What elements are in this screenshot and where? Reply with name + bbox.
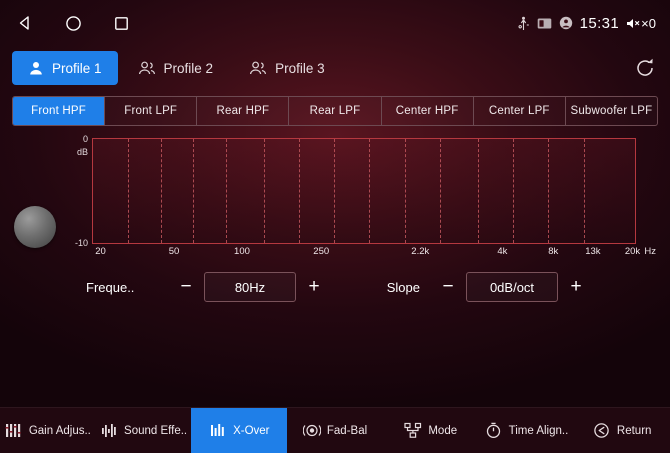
xover-icon <box>209 422 227 440</box>
recents-square-icon[interactable] <box>110 12 132 34</box>
nav-return[interactable]: Return <box>574 408 670 453</box>
tab-rear-hpf[interactable]: Rear HPF <box>197 97 290 125</box>
tab-front-hpf[interactable]: Front HPF <box>13 97 106 125</box>
nav-mode[interactable]: Mode <box>383 408 479 453</box>
tab-subwoofer-lpf[interactable]: Subwoofer LPF <box>570 105 653 117</box>
frequency-value[interactable]: 80Hz <box>204 272 296 302</box>
nav-fad-bal-label: Fad-Bal <box>326 424 368 437</box>
x-axis-unit-label: Hz <box>644 246 656 257</box>
frequency-decrement-button[interactable]: − <box>180 276 192 297</box>
graph-gridline <box>160 139 162 243</box>
mode-icon <box>404 422 422 440</box>
x-axis-tick-label: 8k <box>548 246 559 257</box>
status-indicators: 15:31 ×0 <box>517 15 656 32</box>
nav-x-over-label: X-Over <box>233 424 270 437</box>
slope-increment-button[interactable]: + <box>570 276 582 297</box>
graph-gridline <box>128 139 130 243</box>
slope-decrement-button[interactable]: − <box>442 276 454 297</box>
home-circle-icon[interactable] <box>62 12 84 34</box>
volume-value: ×0 <box>641 15 656 31</box>
graph-gridline <box>193 139 195 243</box>
usb-icon <box>517 16 530 31</box>
fader-balance-icon <box>302 422 321 440</box>
slope-control: Slope − 0dB/oct + <box>387 272 590 302</box>
tab-rear-lpf[interactable]: Rear LPF <box>289 97 382 125</box>
crossover-graph-area: 0 dB -10 20k 13k 8k 4k 2.2k 250 100 50 20 Hz <box>12 134 658 260</box>
x-axis-tick-label: 4k <box>497 246 508 257</box>
profile-tab-1-label: Profile 1 <box>52 60 102 76</box>
nav-return-label: Return <box>616 424 652 437</box>
x-axis-tick-label: 250 <box>313 246 330 257</box>
graph-x-axis: 20k 13k 8k 4k 2.2k 250 100 50 20 Hz <box>92 246 658 260</box>
users-icon <box>249 60 267 76</box>
y-axis-top-label: 0 <box>82 134 88 144</box>
graph-gridline <box>439 139 441 243</box>
x-axis-tick-label: 50 <box>168 246 180 257</box>
graph-y-axis: 0 dB -10 <box>64 134 90 248</box>
equalizer-icon <box>100 422 118 440</box>
graph-gridline <box>548 139 550 243</box>
graph-gridline <box>404 139 406 243</box>
graph-gridline <box>513 139 515 243</box>
system-nav-buttons <box>14 12 132 34</box>
frequency-control: Freque.. − 80Hz + <box>86 272 328 302</box>
nav-sound-effect-label: Sound Effe.. <box>124 424 188 437</box>
frequency-label: Freque.. <box>86 279 135 295</box>
x-axis-tick-label: 2.2k <box>411 246 430 257</box>
x-axis-tick-label: 13k <box>585 246 601 257</box>
stopwatch-icon <box>485 422 503 440</box>
crossover-filter-tabs: Front HPF Front LPF Rear HPF Rear LPF Ce… <box>12 96 658 126</box>
profile-tab-bar: Profile 1 Profile 2 Profile 3 <box>0 46 670 90</box>
graph-gridline <box>298 139 300 243</box>
nav-mode-label: Mode <box>428 424 458 437</box>
tab-center-hpf[interactable]: Center HPF <box>382 97 474 125</box>
nav-sound-effect[interactable]: Sound Effe.. <box>96 408 192 453</box>
graph-gridline <box>583 139 585 243</box>
nav-time-align-label: Time Align.. <box>508 424 569 437</box>
status-bar: 15:31 ×0 <box>0 0 670 46</box>
graph-gridline <box>369 139 371 243</box>
x-axis-tick-label: 20k <box>624 246 641 257</box>
profile-tab-3-label: Profile 3 <box>275 60 325 76</box>
user-icon <box>28 60 44 76</box>
users-icon <box>138 60 156 76</box>
x-axis-tick-label: 100 <box>234 246 250 257</box>
nav-gain-adjust-label: Gain Adjus.. <box>28 424 91 437</box>
slope-value[interactable]: 0dB/oct <box>466 272 558 302</box>
sim-icon <box>537 17 552 30</box>
graph-gridline <box>225 139 227 243</box>
profile-tab-1[interactable]: Profile 1 <box>12 51 118 85</box>
nav-time-align[interactable]: Time Align.. <box>479 408 575 453</box>
return-icon <box>593 422 611 440</box>
y-axis-unit-label: dB <box>76 147 88 157</box>
back-icon[interactable] <box>14 12 36 34</box>
refresh-icon[interactable] <box>632 55 658 81</box>
parameter-controls: Freque.. − 80Hz + Slope − 0dB/oct + <box>0 268 670 306</box>
volume-indicator[interactable]: ×0 <box>626 16 656 31</box>
clock: 15:31 <box>579 14 620 32</box>
frequency-increment-button[interactable]: + <box>308 276 320 297</box>
nav-fad-bal[interactable]: Fad-Bal <box>287 408 383 453</box>
tab-center-lpf[interactable]: Center LPF <box>474 97 566 125</box>
graph-gridline <box>334 139 336 243</box>
nav-x-over[interactable]: X-Over <box>191 408 288 453</box>
tab-front-lpf[interactable]: Front LPF <box>105 97 198 125</box>
sliders-icon <box>5 422 23 440</box>
bottom-nav-bar: Gain Adjus.. Sound Effe.. X-Over Fad-Bal <box>0 407 670 453</box>
profile-tab-2[interactable]: Profile 2 <box>122 51 230 85</box>
profile-tab-2-label: Profile 2 <box>163 60 214 76</box>
graph-gridline <box>477 139 479 243</box>
frequency-response-plot[interactable] <box>92 138 636 244</box>
location-icon <box>559 16 573 30</box>
profile-tab-3[interactable]: Profile 3 <box>233 51 341 85</box>
x-axis-tick-label: 20 <box>95 246 106 257</box>
slope-label: Slope <box>386 279 420 295</box>
y-axis-bottom-label: -10 <box>74 238 88 248</box>
graph-gridline <box>263 139 265 243</box>
rotary-knob[interactable] <box>14 206 56 248</box>
nav-gain-adjust[interactable]: Gain Adjus.. <box>0 408 96 453</box>
